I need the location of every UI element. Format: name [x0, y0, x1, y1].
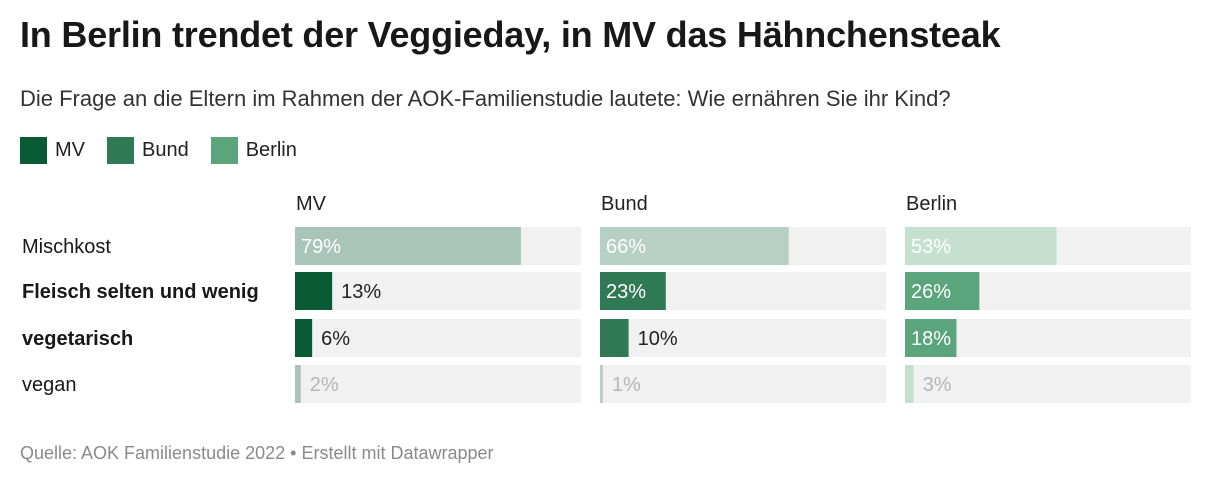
legend-item-mv: MV: [20, 137, 85, 164]
legend: MV Bund Berlin: [20, 137, 297, 164]
legend-label-berlin: Berlin: [245, 139, 297, 161]
data-label-berlin-mischkost: 53%: [911, 236, 951, 258]
data-label-mv-vegetarisch: 6%: [321, 328, 350, 350]
bar-mv-vegan: [295, 365, 301, 403]
legend-label-bund: Bund: [142, 139, 189, 161]
data-label-bund-fleisch-selten-und-wenig: 23%: [606, 281, 646, 303]
legend-item-berlin: Berlin: [210, 137, 297, 164]
legend-swatch-bund: [107, 137, 134, 164]
legend-swatch-mv: [20, 137, 47, 164]
panel-header-bund: Bund: [601, 193, 648, 215]
bar-bund-mischkost: [600, 227, 789, 265]
bar-track-mv-vegetarisch: [295, 319, 581, 357]
bar-berlin-fleisch-selten-und-wenig: [905, 272, 980, 310]
bar-track-berlin-vegan: [905, 365, 1191, 403]
bar-mv-mischkost: [295, 227, 521, 265]
bar-mv-fleisch-selten-und-wenig: [295, 272, 333, 310]
bar-track-bund-vegan: [600, 365, 886, 403]
data-label-berlin-fleisch-selten-und-wenig: 26%: [911, 281, 951, 303]
category-label-mischkost: Mischkost: [22, 236, 111, 258]
data-label-mv-fleisch-selten-und-wenig: 13%: [341, 281, 381, 303]
legend-swatch-berlin: [210, 137, 238, 164]
panel-header-mv: MV: [296, 193, 327, 215]
bar-bund-fleisch-selten-und-wenig: [600, 272, 666, 310]
bar-chart: Mischkost Fleisch selten und wenig vegetar…: [22, 193, 1191, 403]
panel-header-berlin: Berlin: [906, 193, 957, 215]
category-label-vegan: vegan: [22, 374, 77, 396]
bar-berlin-vegetarisch: [905, 319, 957, 357]
category-label-vegetarisch: vegetarisch: [22, 328, 133, 350]
bar-bund-vegetarisch: [600, 319, 629, 357]
chart-subtitle: Die Frage an die Eltern im Rahmen der AO…: [20, 86, 951, 111]
category-label-fleisch-selten-und-wenig: Fleisch selten und wenig: [22, 281, 259, 303]
data-label-mv-mischkost: 79%: [301, 236, 341, 258]
bar-berlin-vegan: [905, 365, 914, 403]
data-label-berlin-vegetarisch: 18%: [911, 328, 951, 350]
data-label-bund-mischkost: 66%: [606, 236, 646, 258]
legend-item-bund: Bund: [107, 137, 189, 164]
data-label-bund-vegan: 1%: [612, 374, 641, 396]
bar-track-mv-fleisch-selten-und-wenig: [295, 272, 581, 310]
data-label-bund-vegetarisch: 10%: [638, 328, 678, 350]
bar-mv-vegetarisch: [295, 319, 313, 357]
bar-track-bund-vegetarisch: [600, 319, 886, 357]
bar-track-mv-vegan: [295, 365, 581, 403]
bar-bund-vegan: [600, 365, 603, 403]
bar-berlin-mischkost: [905, 227, 1057, 265]
data-label-berlin-vegan: 3%: [923, 374, 952, 396]
legend-label-mv: MV: [55, 139, 85, 161]
source-note: Quelle: AOK Familienstudie 2022 • Erstel…: [20, 443, 494, 463]
chart-title: In Berlin trendet der Veggieday, in MV d…: [20, 14, 1001, 55]
data-label-mv-vegan: 2%: [310, 374, 339, 396]
